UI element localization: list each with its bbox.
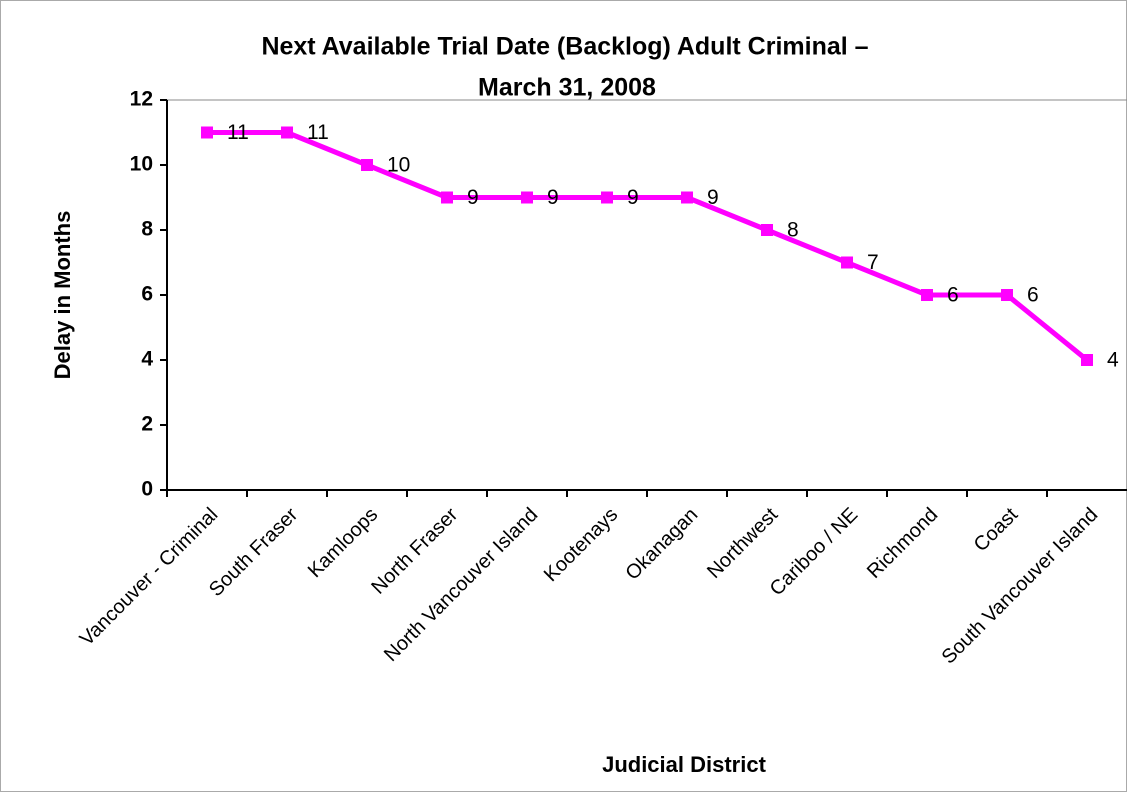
y-tick-label: 0	[141, 478, 153, 501]
data-label: 11	[227, 121, 249, 144]
data-label: 9	[467, 186, 479, 209]
y-tick-label: 2	[141, 413, 153, 436]
point	[441, 191, 453, 204]
data-label: 4	[1107, 349, 1119, 372]
point	[281, 126, 293, 139]
data-label: 7	[867, 251, 879, 274]
y-tick-label: 12	[130, 88, 153, 111]
point	[361, 159, 373, 171]
point	[761, 224, 773, 236]
point	[921, 289, 933, 301]
data-label: 10	[387, 154, 410, 177]
point	[681, 191, 693, 204]
x-axis-label: Judicial District	[602, 752, 767, 777]
point	[1001, 289, 1013, 301]
chart-title: Next Available Trial Date (Backlog) Adul…	[261, 33, 868, 61]
point	[841, 256, 853, 269]
y-tick-label: 6	[141, 283, 153, 306]
point	[601, 191, 613, 204]
y-tick-label: 8	[141, 218, 153, 241]
data-label: 9	[627, 186, 639, 209]
point	[521, 191, 533, 204]
point	[201, 126, 213, 139]
y-tick-label: 10	[130, 153, 153, 176]
data-label: 9	[547, 186, 559, 209]
y-axis-label: Delay in Months	[50, 211, 75, 380]
y-tick-label: 4	[141, 348, 153, 371]
data-label: 8	[787, 219, 799, 242]
data-label: 6	[1027, 284, 1039, 307]
data-label: 9	[707, 186, 719, 209]
data-label: 11	[307, 121, 329, 144]
data-label: 6	[947, 284, 959, 307]
chart-title: March 31, 2008	[478, 74, 656, 102]
series-line	[207, 130, 1089, 362]
point	[1081, 354, 1093, 366]
